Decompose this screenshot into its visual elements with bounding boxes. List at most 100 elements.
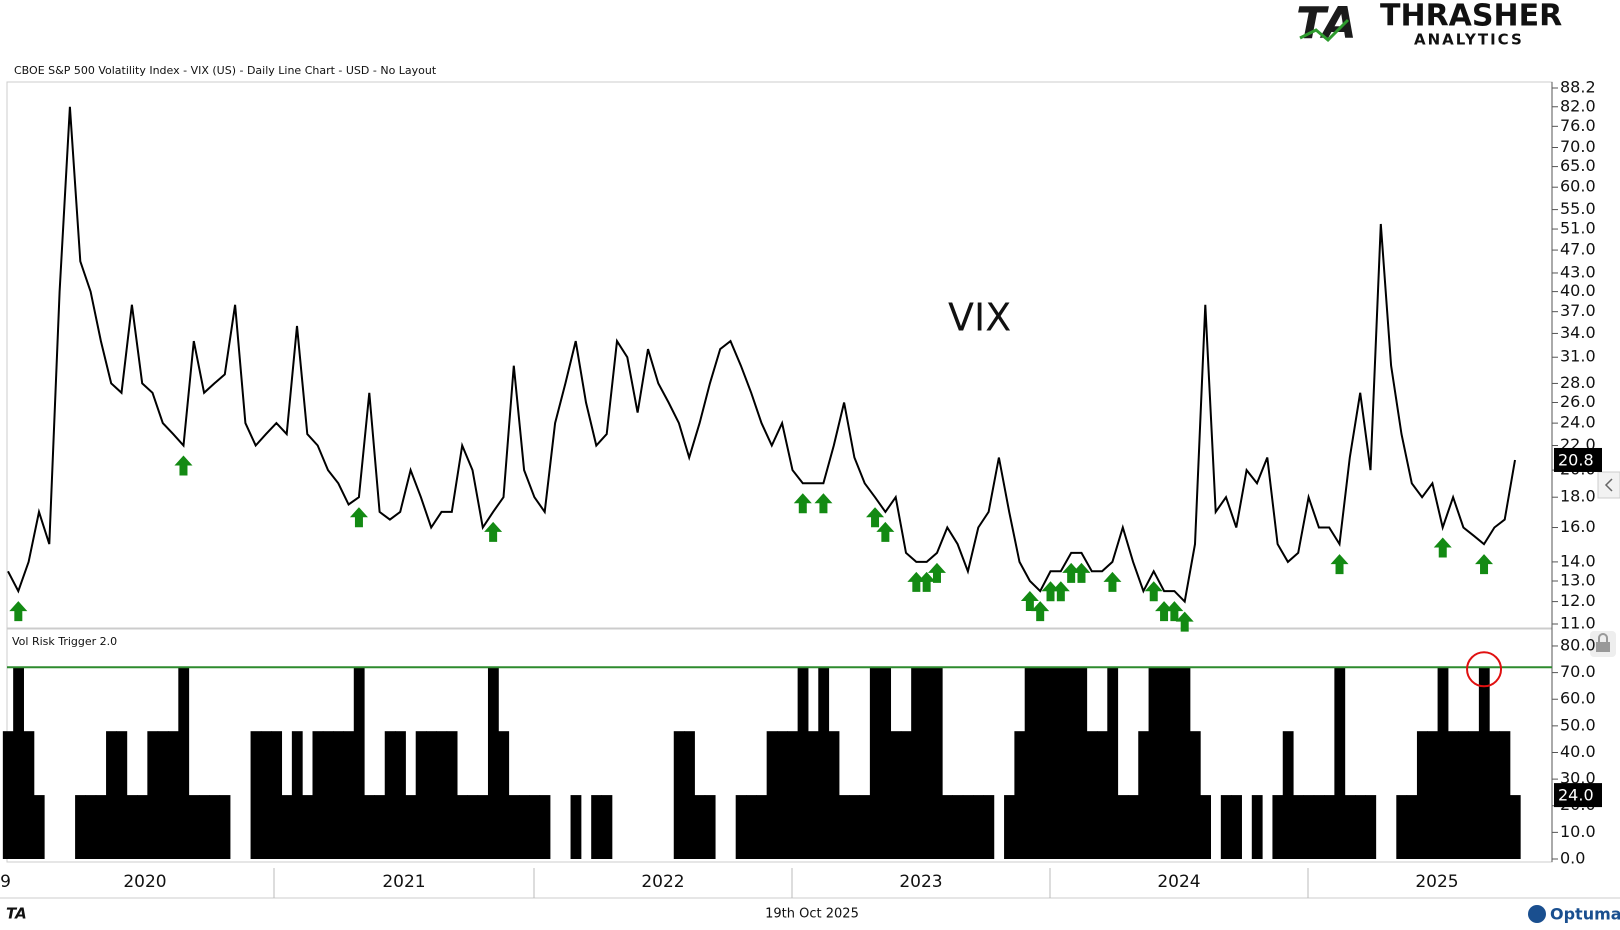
trigger-bar	[1231, 795, 1242, 859]
trigger-bar	[498, 731, 510, 859]
trigger-bar	[704, 795, 716, 859]
trigger-bar	[13, 667, 24, 859]
trigger-bar	[85, 795, 97, 859]
y-tick-label: 12.0	[1560, 591, 1596, 610]
signal-arrow	[1144, 581, 1163, 602]
signal-arrow	[917, 571, 936, 592]
signal-arrow	[814, 493, 833, 514]
trigger-bar	[219, 795, 231, 859]
y-tick-label: 26.0	[1560, 392, 1596, 411]
y-tick-label: 55.0	[1560, 199, 1596, 218]
trigger-bar	[333, 731, 344, 859]
trigger-bar	[374, 795, 386, 859]
trigger-bar	[1107, 667, 1119, 859]
trigger-bar	[1055, 667, 1067, 859]
current-value: 20.8	[1558, 450, 1594, 469]
y-tick-label: 51.0	[1560, 219, 1596, 238]
y-tick-label: 24.0	[1560, 413, 1596, 432]
highlight-circle	[1466, 651, 1503, 688]
trigger-bar	[116, 731, 128, 859]
y-tick-label: 37.0	[1560, 301, 1596, 320]
signal-arrow	[1475, 554, 1494, 575]
trigger-bar	[942, 795, 953, 859]
signal-arrow	[1072, 562, 1091, 583]
trigger-bar	[106, 731, 117, 859]
signal-arrow	[1041, 581, 1060, 602]
trigger-bar	[1458, 731, 1470, 859]
trigger-bar	[797, 667, 809, 859]
current-value: 24.0	[1558, 786, 1594, 805]
trigger-bar	[921, 667, 933, 859]
trigger-bar	[157, 731, 169, 859]
x-tick-label: 2025	[1415, 872, 1458, 892]
trigger-bar	[746, 795, 757, 859]
trigger-bar	[178, 667, 190, 859]
y-tick-label: 40.0	[1560, 742, 1596, 761]
y-tick-label: 60.0	[1560, 689, 1596, 708]
signal-arrow	[1165, 601, 1184, 622]
trigger-bar	[426, 731, 437, 859]
lock-icon	[1596, 642, 1610, 652]
trigger-bar	[880, 667, 892, 859]
trigger-bar	[1045, 667, 1057, 859]
trigger-bar	[818, 667, 830, 859]
trigger-bar	[1468, 731, 1480, 859]
signal-arrow	[1155, 601, 1174, 622]
x-tick-label: 2024	[1157, 872, 1200, 892]
signal-arrow	[1330, 554, 1349, 575]
trigger-bar	[1478, 667, 1490, 859]
trigger-bar	[312, 731, 324, 859]
trigger-bar	[1437, 667, 1449, 859]
signal-arrow	[793, 493, 812, 514]
trigger-bar	[1014, 731, 1026, 859]
trigger-bar	[126, 795, 138, 859]
trigger-bar	[353, 667, 365, 859]
y-tick-label: 14.0	[1560, 551, 1596, 570]
logo-swoosh	[1299, 18, 1350, 43]
y-tick-label: 31.0	[1560, 347, 1596, 366]
collapse-icon	[1604, 478, 1613, 492]
trigger-bar	[694, 795, 706, 859]
trigger-bar	[75, 795, 86, 859]
trigger-bar	[1282, 731, 1294, 859]
y-tick-label: 60.0	[1560, 177, 1596, 196]
y-tick-label: 70.0	[1560, 137, 1596, 156]
trigger-bar	[250, 731, 262, 859]
y-tick-label: 65.0	[1560, 156, 1596, 175]
y-tick-label: 80.0	[1560, 635, 1596, 654]
trigger-bar	[260, 731, 272, 859]
trigger-bar	[911, 667, 922, 859]
trigger-bar	[1406, 795, 1418, 859]
signal-arrow	[174, 455, 193, 476]
trigger-bar	[322, 731, 334, 859]
y-tick-label: 0.0	[1560, 849, 1585, 868]
optuma-icon	[1528, 905, 1546, 923]
trigger-bar	[1148, 667, 1160, 859]
trigger-bar	[384, 731, 396, 859]
trigger-bar	[869, 667, 881, 859]
trigger-bar	[415, 731, 427, 859]
signal-arrow	[866, 507, 885, 528]
trigger-bar	[807, 731, 819, 859]
trigger-bar	[952, 795, 964, 859]
trigger-bar	[33, 795, 45, 859]
trigger-bar	[188, 795, 200, 859]
vix-line	[7, 106, 1516, 604]
trigger-bar	[1313, 795, 1325, 859]
trigger-bar	[529, 795, 541, 859]
y-tick-label: 82.0	[1560, 96, 1596, 115]
trigger-bar	[1117, 795, 1129, 859]
trigger-bar	[95, 795, 107, 859]
trigger-bar	[1065, 667, 1077, 859]
trigger-bar	[539, 795, 551, 859]
current-value-badge	[1554, 783, 1602, 808]
trigger-bar	[962, 795, 974, 859]
trigger-bar	[859, 795, 871, 859]
y-tick-label: 11.0	[1560, 614, 1596, 633]
trigger-bar	[1499, 731, 1511, 859]
trigger-bar	[395, 731, 406, 859]
collapse-button[interactable]	[1597, 471, 1620, 499]
trigger-bar	[518, 795, 530, 859]
trigger-bar	[1344, 795, 1356, 859]
trigger-bar	[1158, 667, 1170, 859]
